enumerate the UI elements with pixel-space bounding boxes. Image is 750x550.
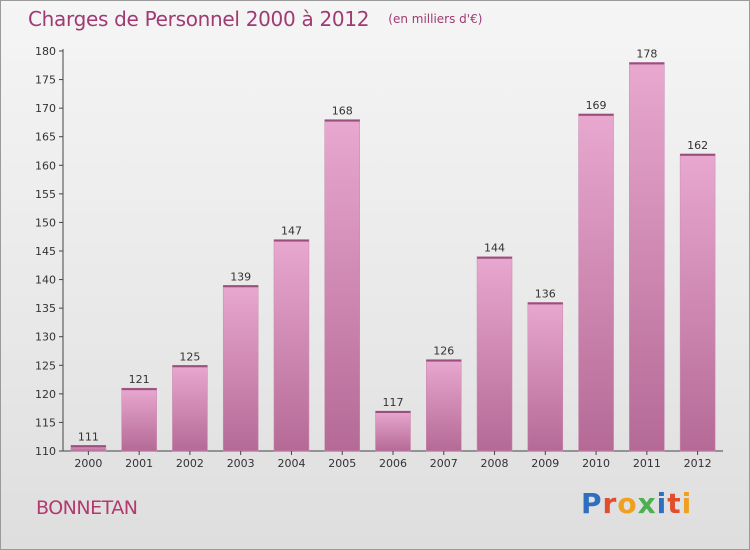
- data-label: 139: [230, 270, 251, 283]
- x-tick-label: 2000: [74, 457, 102, 470]
- data-label: 136: [535, 287, 556, 300]
- x-tick-label: 2001: [125, 457, 153, 470]
- bar: [324, 119, 360, 452]
- bar-top-edge: [680, 153, 716, 156]
- bar: [172, 365, 208, 452]
- logo-letter: P: [581, 487, 603, 520]
- x-tick-label: 2002: [176, 457, 204, 470]
- bar-top-edge: [172, 365, 208, 368]
- x-tick-label: 2005: [328, 457, 356, 470]
- y-tick-label: 155: [35, 188, 56, 201]
- y-tick-label: 125: [35, 359, 56, 372]
- logo-letter: t: [667, 487, 682, 520]
- data-label: 178: [636, 47, 657, 60]
- bar-top-edge: [426, 359, 462, 362]
- bar-top-edge: [629, 62, 665, 65]
- y-tick-label: 180: [35, 45, 56, 58]
- bar-top-edge: [70, 445, 106, 448]
- chart-title: Charges de Personnel 2000 à 2012: [28, 7, 370, 31]
- bar-top-edge: [527, 302, 563, 305]
- x-tick-label: 2004: [277, 457, 305, 470]
- y-tick-label: 150: [35, 216, 56, 229]
- bar-top-edge: [273, 239, 309, 242]
- bar-top-edge: [477, 256, 513, 259]
- data-label: 147: [281, 225, 302, 238]
- bar: [578, 113, 614, 452]
- bar: [679, 153, 716, 452]
- bar: [527, 302, 564, 452]
- bar: [222, 285, 259, 452]
- commune-name: BONNETAN: [36, 497, 138, 519]
- chart-subtitle: (en milliers d'€): [388, 12, 483, 26]
- x-tick-label: 2009: [531, 457, 559, 470]
- y-tick-label: 145: [35, 245, 56, 258]
- x-tick-label: 2008: [481, 457, 509, 470]
- data-label: 111: [78, 430, 99, 443]
- bar: [273, 239, 310, 452]
- data-label: 162: [687, 139, 708, 152]
- bar: [426, 359, 462, 452]
- bar-top-edge: [121, 388, 157, 391]
- bar-top-edge: [324, 119, 360, 122]
- y-tick-label: 140: [35, 274, 56, 287]
- x-tick-label: 2011: [633, 457, 661, 470]
- y-tick-label: 160: [35, 159, 56, 172]
- bar: [121, 387, 157, 452]
- logo-letter: i: [656, 487, 668, 520]
- logo-letter: r: [602, 487, 618, 520]
- data-label: 168: [332, 105, 353, 118]
- bar-top-edge: [578, 113, 614, 116]
- logo-letter: x: [637, 487, 657, 520]
- data-label: 169: [586, 99, 607, 112]
- title-row: Charges de Personnel 2000 à 2012 (en mil…: [28, 7, 482, 31]
- x-tick-label: 2007: [430, 457, 458, 470]
- x-tick-label: 2006: [379, 457, 407, 470]
- data-label: 126: [433, 345, 454, 358]
- x-tick-label: 2003: [227, 457, 255, 470]
- y-tick-label: 175: [35, 74, 56, 87]
- logo-letter: i: [681, 487, 693, 520]
- x-tick-label: 2012: [684, 457, 712, 470]
- data-label: 121: [129, 373, 150, 386]
- y-tick-label: 110: [35, 445, 56, 458]
- bar: [476, 256, 513, 452]
- y-tick-label: 120: [35, 388, 56, 401]
- bar: [629, 62, 665, 452]
- bar-top-edge: [223, 285, 259, 288]
- x-tick-label: 2010: [582, 457, 610, 470]
- bar: [375, 410, 411, 452]
- bar-top-edge: [375, 411, 411, 413]
- logo-letter: o: [617, 487, 638, 520]
- data-label: 117: [383, 396, 404, 409]
- y-tick-label: 165: [35, 131, 56, 144]
- proxiti-logo: Proxiti: [581, 487, 692, 520]
- data-label: 144: [484, 242, 505, 255]
- y-tick-label: 130: [35, 331, 56, 344]
- y-tick-label: 135: [35, 302, 56, 315]
- data-label: 125: [179, 350, 200, 363]
- y-tick-label: 170: [35, 102, 56, 115]
- y-tick-label: 115: [35, 416, 56, 429]
